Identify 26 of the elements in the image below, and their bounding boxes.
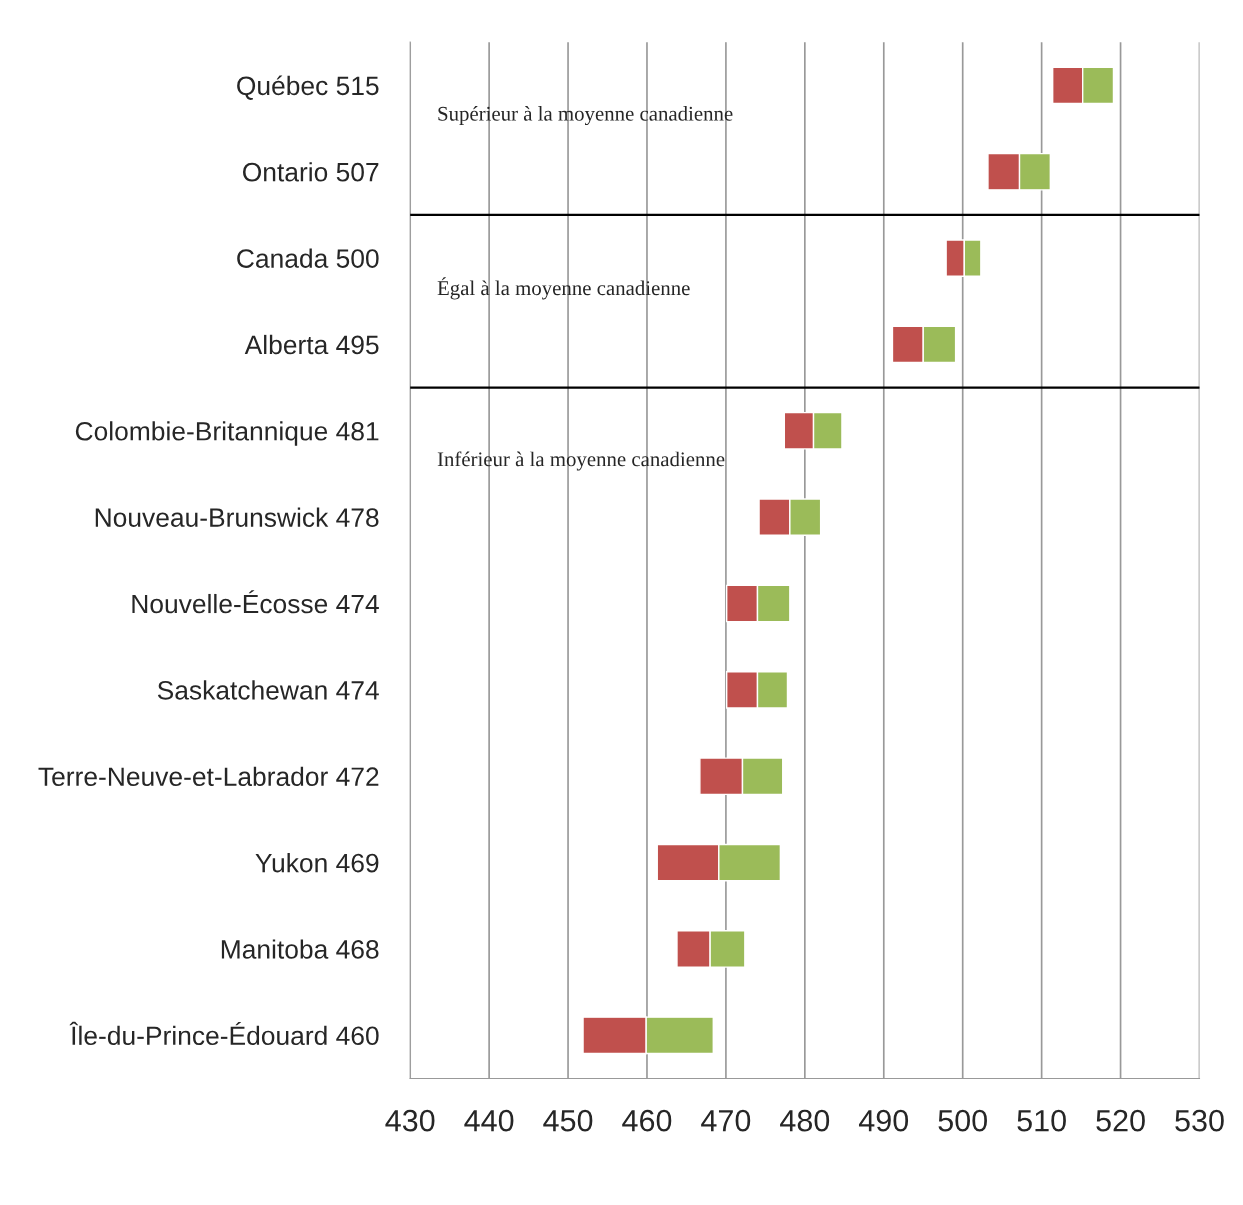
annotation: Supérieur à la moyenne canadienne <box>438 106 733 126</box>
y-tick-label: Québec 515 <box>237 75 379 100</box>
y-tick-label: Nouveau-Brunswick 478 <box>95 507 379 527</box>
y-tick-label: Île-du-Prince-Édouard 460 <box>69 1021 379 1046</box>
y-tick-label: Colombie-Britannique 481 <box>75 421 379 446</box>
x-tick-label: 430 <box>385 1109 435 1132</box>
x-tick-label: 460 <box>622 1109 672 1132</box>
y-tick-label: Nouvelle-Écosse 474 <box>132 590 379 614</box>
x-tick-label: 450 <box>543 1109 593 1132</box>
annotation: Égal à la moyenne canadienne <box>437 277 690 300</box>
x-tick-label: 520 <box>1096 1109 1145 1132</box>
y-tick-label: Saskatchewan 474 <box>157 680 379 700</box>
y-tick-label: Alberta 495 <box>244 334 379 355</box>
y-tick-label: Canada 500 <box>237 248 379 268</box>
y-tick-label: Yukon 469 <box>255 853 379 873</box>
x-tick-label: 500 <box>938 1109 987 1132</box>
x-tick-label: 510 <box>1017 1109 1066 1132</box>
x-tick-label: 530 <box>1175 1109 1224 1132</box>
y-tick-label: Terre-Neuve-et-Labrador 472 <box>38 766 379 787</box>
y-tick-label: Ontario 507 <box>243 162 379 182</box>
x-tick-label: 440 <box>464 1109 514 1132</box>
x-tick-label: 480 <box>780 1109 830 1132</box>
x-tick-label: 470 <box>701 1109 751 1132</box>
annotation: Inférieur à la moyenne canadienne <box>437 451 725 471</box>
x-tick-label: 490 <box>858 1109 909 1132</box>
y-tick-label: Manitoba 468 <box>221 939 379 959</box>
